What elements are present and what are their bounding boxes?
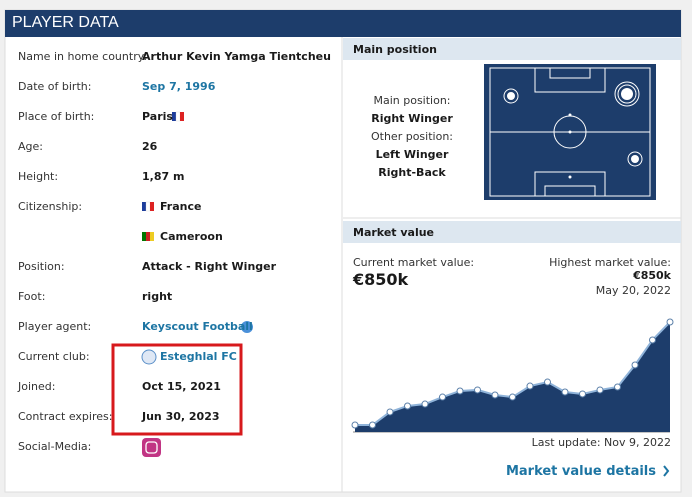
value-point[interactable] xyxy=(596,386,604,394)
value-point[interactable] xyxy=(561,388,569,396)
value-point[interactable] xyxy=(404,402,411,410)
section-title: Market value xyxy=(353,226,435,239)
flag xyxy=(172,111,184,122)
value-point[interactable] xyxy=(631,361,639,369)
value-point[interactable] xyxy=(544,378,551,386)
value-date: May 20, 2022 xyxy=(595,284,671,297)
value-point[interactable] xyxy=(579,390,586,398)
value-point[interactable] xyxy=(666,318,674,326)
field-label: Place of birth: xyxy=(18,110,95,123)
field-value[interactable]: Sep 7, 1996 xyxy=(142,80,216,93)
field-label: Foot: xyxy=(18,290,46,303)
value-point[interactable] xyxy=(439,393,446,401)
field-value: Paris xyxy=(142,110,173,123)
flag xyxy=(142,201,154,212)
header-bar xyxy=(5,10,681,37)
field-value[interactable]: Esteghlal FC xyxy=(160,350,237,363)
value-point[interactable] xyxy=(491,391,499,399)
value-point[interactable] xyxy=(369,421,376,429)
field-label: Citizenship: xyxy=(18,200,83,213)
value-point[interactable] xyxy=(526,382,534,390)
highest-value: €850k xyxy=(633,269,671,282)
position-marker xyxy=(614,81,640,107)
position-value: Left Winger xyxy=(375,148,449,161)
instagram-icon[interactable] xyxy=(142,438,161,457)
field-value: Attack - Right Winger xyxy=(142,260,277,273)
value-point[interactable] xyxy=(386,408,394,416)
field-value: 26 xyxy=(142,140,158,153)
field-label: Player agent: xyxy=(18,320,92,333)
section-header xyxy=(343,221,681,243)
page-title: PLAYER DATA xyxy=(12,14,119,31)
flag xyxy=(142,232,154,241)
value-label: Current market value: xyxy=(353,256,475,269)
field-label: Contract expires: xyxy=(18,410,113,423)
field-value: Jun 30, 2023 xyxy=(142,410,220,423)
value-point[interactable] xyxy=(649,336,656,344)
field-label: Name in home country: xyxy=(18,50,148,63)
field-label: Joined: xyxy=(18,380,56,393)
section-header xyxy=(343,38,681,60)
field-label: Age: xyxy=(18,140,43,153)
section-title: Main position xyxy=(353,43,437,56)
position-label: Other position: xyxy=(370,130,454,143)
field-label: Current club: xyxy=(18,350,90,363)
field-label: Height: xyxy=(18,170,59,183)
chevron[interactable] xyxy=(663,465,670,477)
field-label: Date of birth: xyxy=(18,80,92,93)
highlight-box xyxy=(111,343,243,436)
last-update: Last update: Nov 9, 2022 xyxy=(531,436,671,449)
current-value: €850k xyxy=(353,270,409,289)
value-point[interactable] xyxy=(456,387,464,395)
position-value: Right-Back xyxy=(378,166,446,179)
field-value[interactable]: Keyscout Football xyxy=(142,320,253,333)
value-label: Highest market value: xyxy=(549,256,671,269)
value-point[interactable] xyxy=(614,383,621,391)
value-point[interactable] xyxy=(509,393,516,401)
field-label: Position: xyxy=(18,260,65,273)
club-logo xyxy=(141,349,157,365)
field-value: Oct 15, 2021 xyxy=(142,380,221,393)
field-value: Cameroon xyxy=(160,230,223,243)
market-value-area xyxy=(355,322,670,432)
value-point[interactable] xyxy=(351,421,359,429)
value-point[interactable] xyxy=(474,386,481,394)
position-value: Right Winger xyxy=(371,112,453,125)
field-value: 1,87 m xyxy=(142,170,185,183)
field-label: Social-Media: xyxy=(18,440,92,453)
field-value: France xyxy=(160,200,202,213)
details-link[interactable]: Market value details xyxy=(505,464,656,479)
field-value: right xyxy=(142,290,173,303)
field-value: Arthur Kevin Yamga Tientcheu xyxy=(142,50,331,63)
position-label: Main position: xyxy=(373,94,451,107)
pitch xyxy=(484,64,656,200)
verified-icon xyxy=(241,321,253,333)
value-point[interactable] xyxy=(421,400,429,408)
